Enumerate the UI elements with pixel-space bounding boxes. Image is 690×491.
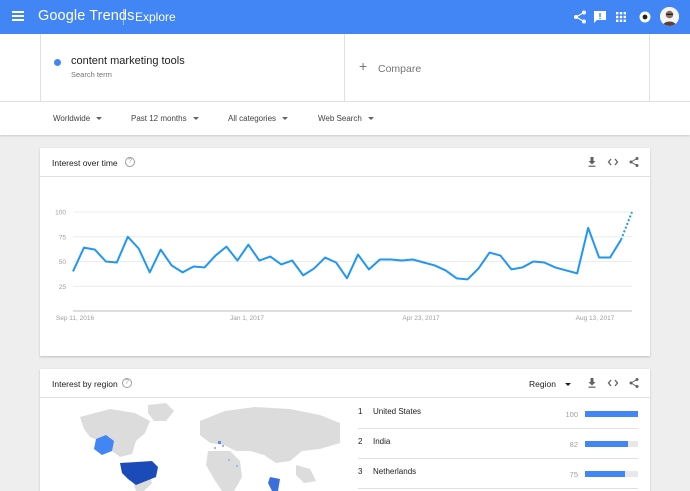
region-list: 1 United States 100 2 India 82 3 Netherlands 75 (358, 399, 638, 489)
series-line[interactable] (72, 226, 622, 281)
region-name[interactable]: India (373, 437, 391, 446)
partial-data-line[interactable] (620, 211, 633, 241)
compare-label: Compare (378, 63, 422, 75)
dropdown-arrow-icon (367, 117, 374, 121)
avatar[interactable] (660, 7, 679, 26)
region-bar (585, 411, 638, 417)
interest-over-time-chart: 100 75 50 25 Sep 11, 2016 Jan 1, 2017 Apr 23, … (40, 178, 650, 356)
search-term-name[interactable]: content marketing tools (71, 55, 185, 67)
download-icon[interactable] (586, 156, 598, 168)
x-tick-label: Sep 11, 2016 (56, 315, 95, 322)
term-color-dot-icon (54, 59, 61, 66)
category-filter-label: All categories (228, 114, 277, 123)
category-filter[interactable]: All categories (228, 114, 289, 123)
y-tick-label: 50 (59, 259, 67, 266)
x-tick-label: Apr 23, 2017 (402, 315, 440, 322)
y-tick-label: 25 (59, 284, 67, 291)
apps-icon[interactable] (613, 9, 629, 25)
region-row[interactable]: 2 India 82 (358, 429, 638, 459)
compare-button[interactable]: + Compare (345, 34, 650, 101)
property-filter-label: Web Search (318, 114, 362, 123)
line-chart-svg: 100 75 50 25 Sep 11, 2016 Jan 1, 2017 Apr 23, … (55, 210, 633, 322)
dropdown-arrow-icon (564, 383, 571, 387)
notifications-icon[interactable] (637, 9, 653, 25)
dropdown-arrow-icon (192, 117, 199, 121)
card-title: Interest by region (52, 379, 118, 389)
filter-bar: Worldwide Past 12 months All categories … (0, 101, 690, 135)
region-row[interactable]: 3 Netherlands 75 (358, 459, 638, 489)
region-rank: 3 (358, 467, 363, 476)
world-map-svg (80, 403, 340, 491)
region-bar (585, 471, 625, 477)
region-bar-track (585, 471, 638, 477)
help-icon[interactable]: ? (122, 378, 132, 388)
embed-icon[interactable] (607, 156, 619, 168)
interest-by-region-card: Interest by region ? Region (40, 369, 650, 491)
region-resolution-select[interactable]: Region (529, 379, 571, 389)
region-bar (585, 441, 629, 447)
page-title: Explore (135, 10, 176, 24)
interest-over-time-card: Interest over time ? 100 75 50 25 Sep 11, 20… (40, 148, 650, 356)
region-rank: 2 (358, 437, 363, 446)
share-icon[interactable] (572, 9, 588, 25)
download-icon[interactable] (586, 377, 598, 389)
region-value: 100 (565, 410, 578, 419)
region-name[interactable]: United States (373, 407, 422, 416)
search-terms-bar: content marketing tools Search term + Co… (0, 34, 690, 101)
region-filter[interactable]: Worldwide (53, 114, 103, 123)
region-row[interactable]: 1 United States 100 (358, 399, 638, 429)
dropdown-arrow-icon (282, 117, 289, 121)
embed-icon[interactable] (607, 377, 619, 389)
region-bar-track (585, 411, 638, 417)
time-filter[interactable]: Past 12 months (131, 114, 199, 123)
card-title: Interest over time (52, 158, 118, 168)
share-icon[interactable] (628, 377, 640, 389)
header-divider (123, 9, 124, 25)
region-select-label: Region (529, 379, 556, 389)
x-tick-label: Aug 13, 2017 (576, 315, 615, 322)
y-tick-label: 100 (55, 210, 66, 217)
avatar-icon (660, 7, 679, 26)
dropdown-arrow-icon (96, 117, 103, 121)
region-bar-track (585, 441, 638, 447)
google-trends-logo[interactable]: Google Trends (38, 8, 135, 24)
y-tick-label: 75 (59, 234, 67, 241)
share-icon[interactable] (628, 156, 640, 168)
search-term-card[interactable]: content marketing tools Search term (40, 34, 345, 101)
search-term-type: Search term (71, 70, 112, 79)
region-rank: 1 (358, 407, 363, 416)
help-icon[interactable]: ? (125, 157, 135, 167)
time-filter-label: Past 12 months (131, 114, 187, 123)
property-filter[interactable]: Web Search (318, 114, 374, 123)
card-header: Interest by region ? Region (40, 369, 650, 398)
top-app-bar: Google Trends Explore (0, 0, 690, 34)
region-value: 82 (569, 440, 578, 449)
card-header: Interest over time ? (40, 148, 650, 177)
plus-icon: + (359, 58, 368, 74)
x-tick-label: Jan 1, 2017 (230, 315, 264, 322)
feedback-icon[interactable] (592, 9, 608, 25)
menu-icon[interactable] (12, 11, 24, 21)
region-name[interactable]: Netherlands (373, 467, 417, 476)
world-map[interactable] (40, 399, 340, 491)
region-filter-label: Worldwide (53, 114, 91, 123)
region-value: 75 (569, 470, 578, 479)
